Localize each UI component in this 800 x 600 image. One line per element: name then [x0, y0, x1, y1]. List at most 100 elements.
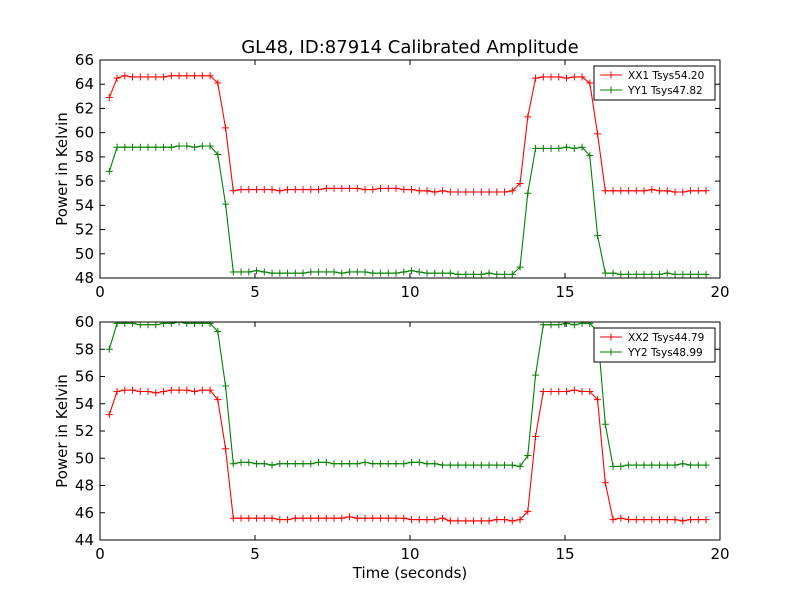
data-point	[423, 187, 431, 195]
data-point	[547, 387, 555, 395]
data-point	[617, 187, 625, 195]
data-point	[222, 200, 230, 208]
data-point	[121, 322, 129, 327]
data-point	[415, 187, 423, 195]
data-point	[679, 517, 687, 525]
data-point	[539, 73, 547, 81]
data-point	[640, 270, 648, 278]
data-point	[439, 461, 447, 469]
data-point	[470, 461, 478, 469]
data-point	[648, 516, 656, 524]
x-tick-label: 0	[95, 545, 105, 563]
data-point	[315, 458, 323, 466]
data-point	[524, 452, 532, 460]
data-point	[632, 270, 640, 278]
data-point	[338, 269, 346, 277]
data-point	[415, 458, 423, 466]
data-point	[377, 184, 385, 192]
legend-marker	[607, 333, 615, 341]
data-point	[508, 461, 516, 469]
data-point	[291, 269, 299, 277]
data-point	[346, 268, 354, 276]
data-point	[594, 130, 602, 138]
data-point	[253, 186, 261, 194]
data-point	[594, 232, 602, 240]
x-tick-label: 20	[710, 545, 729, 563]
data-point	[191, 143, 199, 151]
x-tick-label: 5	[250, 283, 260, 301]
data-point	[322, 514, 330, 522]
data-point	[136, 73, 144, 81]
data-point	[601, 420, 609, 428]
data-point	[532, 432, 540, 440]
data-point	[516, 180, 524, 188]
data-point	[508, 187, 516, 195]
data-point	[501, 188, 509, 196]
legend-box	[593, 327, 716, 363]
data-point	[253, 514, 261, 522]
data-point	[648, 186, 656, 194]
data-point	[144, 143, 152, 151]
data-point	[400, 460, 408, 468]
data-point	[462, 461, 470, 469]
data-point	[663, 516, 671, 524]
data-point	[485, 517, 493, 525]
y-tick-label: 58	[75, 340, 94, 358]
data-point	[656, 461, 664, 469]
y-tick-label: 46	[75, 504, 94, 522]
data-point	[222, 382, 230, 390]
data-point	[330, 460, 338, 468]
data-point	[384, 514, 392, 522]
data-point	[400, 268, 408, 276]
data-point	[268, 461, 276, 469]
data-point	[152, 389, 160, 397]
data-point	[578, 73, 586, 81]
data-point	[687, 461, 695, 469]
data-point	[555, 144, 563, 152]
data-point	[687, 270, 695, 278]
data-point	[129, 322, 137, 327]
data-point	[524, 113, 532, 121]
data-point	[377, 514, 385, 522]
data-point	[687, 187, 695, 195]
chart-title: GL48, ID:87914 Calibrated Amplitude	[241, 37, 579, 58]
data-point	[446, 461, 454, 469]
data-point	[237, 514, 245, 522]
data-point	[609, 269, 617, 277]
data-point	[299, 460, 307, 468]
data-point	[113, 74, 121, 82]
data-point	[547, 73, 555, 81]
data-point	[214, 396, 222, 404]
x-tick-label: 0	[95, 283, 105, 301]
data-point	[431, 460, 439, 468]
data-point	[338, 184, 346, 192]
data-point	[260, 514, 268, 522]
data-point	[361, 514, 369, 522]
y-tick-label: 66	[75, 51, 94, 69]
data-point	[694, 461, 702, 469]
data-point	[167, 386, 175, 394]
data-point	[291, 186, 299, 194]
data-point	[578, 387, 586, 395]
data-point	[423, 269, 431, 277]
data-point	[160, 73, 168, 81]
legend-marker	[607, 71, 615, 79]
data-point	[322, 268, 330, 276]
data-point	[462, 517, 470, 525]
data-point	[408, 267, 416, 275]
data-point	[392, 184, 400, 192]
data-point	[353, 184, 361, 192]
data-point	[291, 514, 299, 522]
data-point	[656, 270, 664, 278]
data-point	[415, 268, 423, 276]
data-point	[477, 517, 485, 525]
data-point	[338, 460, 346, 468]
data-point	[152, 143, 160, 151]
data-point	[586, 152, 594, 160]
data-point	[322, 458, 330, 466]
data-point	[439, 269, 447, 277]
data-point	[369, 186, 377, 194]
data-point	[222, 124, 230, 132]
data-point	[113, 387, 121, 395]
data-point	[524, 189, 532, 197]
